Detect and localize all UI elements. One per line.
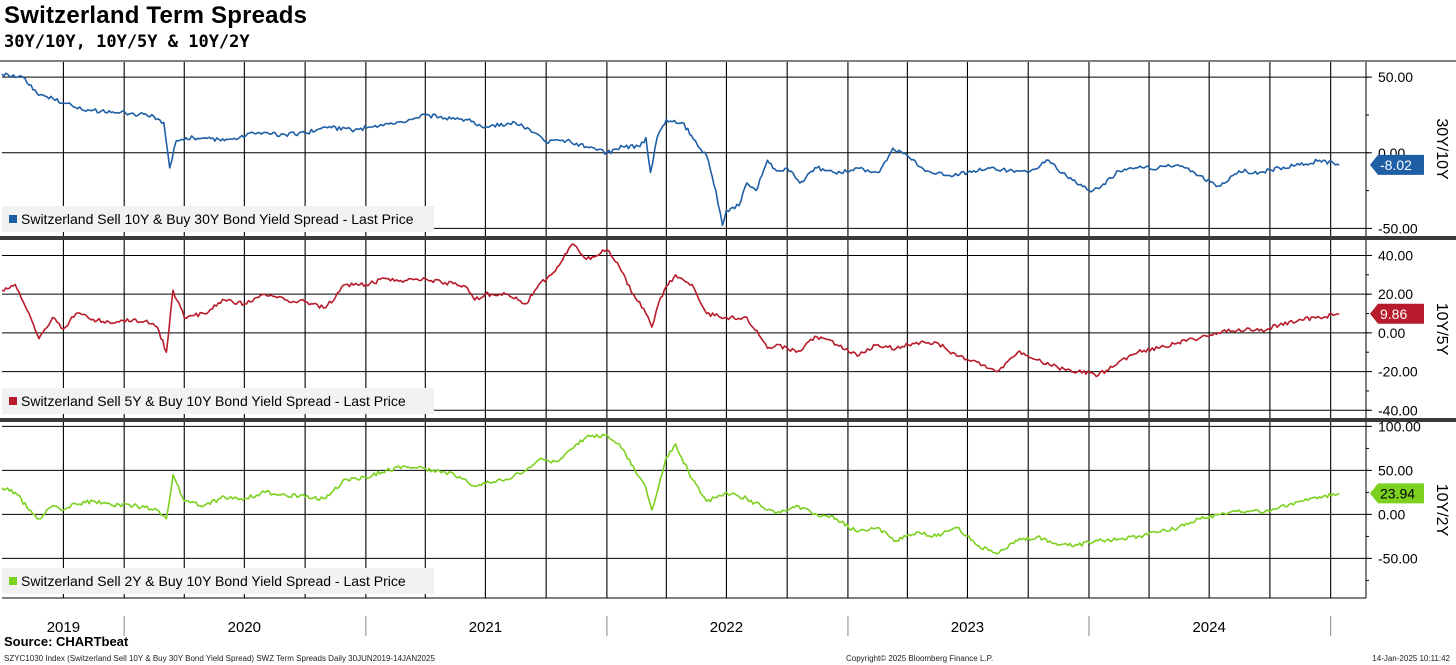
- y-axis-title: 10Y/2Y: [1433, 484, 1450, 537]
- legend-swatch: [9, 577, 17, 585]
- chart-source: Source: CHARTbeat: [4, 634, 129, 649]
- y-tick-label: -50.00: [1378, 550, 1418, 566]
- legend-swatch: [9, 215, 17, 223]
- y-tick-label: 20.00: [1378, 286, 1413, 302]
- y-tick-label: 50.00: [1378, 69, 1413, 85]
- panel-separator: [0, 236, 1456, 240]
- legend: Switzerland Sell 2Y & Buy 10Y Bond Yield…: [2, 568, 434, 594]
- y-tick-label: 0.00: [1378, 506, 1405, 522]
- y-axis-title: 30Y/10Y: [1433, 118, 1450, 180]
- footer-description: SZYC1030 Index (Switzerland Sell 10Y & B…: [4, 654, 435, 663]
- y-tick-label: 50.00: [1378, 462, 1413, 478]
- footer-copyright: Copyright© 2025 Bloomberg Finance L.P.: [846, 654, 994, 663]
- legend: Switzerland Sell 5Y & Buy 10Y Bond Yield…: [2, 388, 434, 414]
- y-tick-label: -50.00: [1378, 220, 1418, 236]
- last-value-flag: 23.94: [1370, 483, 1424, 504]
- last-value-marker: [1370, 483, 1424, 504]
- last-value-flag: -8.02: [1370, 154, 1424, 175]
- x-tick-label: 2022: [710, 619, 743, 636]
- chart-title: Switzerland Term Spreads: [4, 2, 308, 29]
- last-value-flag: 9.86: [1370, 303, 1424, 324]
- x-axis: 2019 2020 2021 2022 2023 2024: [2, 597, 1366, 636]
- series-line: [1, 433, 1340, 555]
- x-tick-label: 2024: [1192, 619, 1225, 636]
- y-tick-label: -40.00: [1378, 402, 1418, 418]
- series-line: [1, 72, 1340, 227]
- x-tick-label: 2019: [47, 619, 80, 636]
- legend-background: [2, 206, 434, 232]
- legend-label: Switzerland Sell 2Y & Buy 10Y Bond Yield…: [21, 573, 406, 589]
- panel-10y-2y: 100.00 50.00 0.00 -50.00 23.94 10Y/2Y Switzerl…: [1, 418, 1450, 598]
- series-line: [1, 243, 1340, 378]
- legend-swatch: [9, 397, 17, 405]
- y-tick-label: 40.00: [1378, 247, 1413, 263]
- x-tick-label: 2023: [951, 619, 984, 636]
- legend-background: [2, 568, 434, 594]
- last-value-label: 9.86: [1380, 306, 1407, 322]
- legend-label: Switzerland Sell 5Y & Buy 10Y Bond Yield…: [21, 393, 406, 409]
- chart-subtitle: 30Y/10Y, 10Y/5Y & 10Y/2Y: [4, 32, 250, 52]
- last-value-marker: [1370, 303, 1424, 324]
- y-tick-label: 0.00: [1378, 325, 1405, 341]
- y-tick-label: -20.00: [1378, 364, 1418, 380]
- last-value-label: 23.94: [1380, 485, 1415, 501]
- last-value-label: -8.02: [1380, 157, 1412, 173]
- footer-timestamp: 14-Jan-2025 10:11:42: [1372, 654, 1450, 663]
- panel-10y-5y: 40.00 20.00 0.00 -20.00 -40.00 9.86 10Y/5Y Swit…: [1, 240, 1450, 418]
- panel-separator: [0, 418, 1456, 422]
- y-tick-label: 100.00: [1378, 418, 1421, 434]
- legend: Switzerland Sell 10Y & Buy 30Y Bond Yiel…: [2, 206, 434, 232]
- legend-background: [2, 388, 434, 414]
- x-tick-label: 2020: [228, 619, 261, 636]
- x-tick-label: 2021: [469, 619, 502, 636]
- last-value-marker: [1370, 154, 1424, 175]
- y-axis-title: 10Y/5Y: [1433, 303, 1450, 356]
- legend-label: Switzerland Sell 10Y & Buy 30Y Bond Yiel…: [21, 211, 414, 227]
